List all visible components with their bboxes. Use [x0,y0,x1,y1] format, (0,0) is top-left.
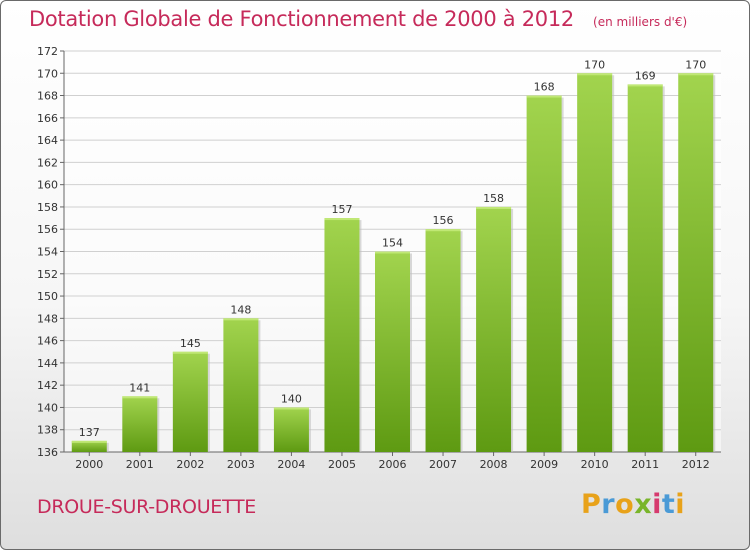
chart-subtitle: (en milliers d'€) [593,15,688,29]
x-tick-label: 2010 [581,458,609,471]
y-tick-label: 170 [37,67,58,80]
chart-title: Dotation Globale de Fonctionnement de 20… [29,7,574,31]
bar [273,407,309,452]
y-tick-label: 154 [37,246,58,259]
data-label: 148 [230,303,251,316]
bar [71,440,107,452]
x-tick-label: 2008 [480,458,508,471]
bar-highlight [627,84,663,87]
data-label: 168 [534,81,555,94]
bar [324,218,360,452]
x-tick-label: 2011 [631,458,659,471]
data-label: 170 [584,58,605,71]
logo-letter: i [652,489,662,520]
y-tick-label: 156 [37,223,58,236]
data-label: 170 [685,58,706,71]
x-tick-label: 2006 [379,458,407,471]
x-tick-label: 2002 [176,458,204,471]
x-tick-label: 2004 [277,458,305,471]
data-label: 158 [483,192,504,205]
x-tick-label: 2005 [328,458,356,471]
y-tick-label: 160 [37,179,58,192]
y-tick-label: 166 [37,112,58,125]
y-tick-label: 146 [37,335,58,348]
y-tick-label: 148 [37,312,58,325]
bar [425,229,461,452]
logo-letter: r [601,489,616,520]
bar [223,318,259,452]
x-tick-label: 2012 [682,458,710,471]
y-tick-label: 136 [37,446,58,459]
y-tick-label: 138 [37,424,58,437]
bar-highlight [526,95,562,98]
bar [172,351,208,452]
commune-name: DROUE-SUR-DROUETTE [37,496,256,518]
data-label: 137 [79,426,100,439]
bar-highlight [71,440,107,443]
logo-letter: x [634,489,653,520]
x-tick-label: 2009 [530,458,558,471]
bar-highlight [476,206,512,209]
x-tick-label: 2003 [227,458,255,471]
logo-letter: i [675,489,686,520]
y-tick-label: 172 [37,45,58,58]
proxiti-logo: Proxiti [581,489,685,520]
bar-highlight [172,351,208,354]
data-label: 169 [635,69,656,82]
data-label: 156 [433,214,454,227]
y-tick-label: 144 [37,357,58,370]
data-label: 145 [180,337,201,350]
bar [476,206,512,452]
bar-highlight [122,396,158,399]
bar [375,251,410,452]
y-tick-label: 152 [37,268,58,281]
bar-highlight [273,407,309,410]
data-label: 141 [129,381,150,394]
y-tick-label: 164 [37,134,58,147]
bar [627,84,663,453]
bar [526,95,562,453]
data-label: 157 [331,203,352,216]
x-tick-label: 2000 [75,458,103,471]
logo-letter: P [581,489,602,520]
x-tick-label: 2007 [429,458,457,471]
logo-letter: o [615,489,635,520]
y-tick-label: 140 [37,401,58,414]
data-label: 140 [281,392,302,405]
y-tick-label: 158 [37,201,58,214]
bar [122,396,158,452]
bar [678,73,714,453]
y-tick-label: 150 [37,290,58,303]
bar-highlight [375,251,410,254]
data-label: 154 [382,237,403,250]
bar-highlight [223,318,259,321]
bar [577,73,613,453]
y-tick-label: 162 [37,156,58,169]
bar-highlight [577,73,613,76]
y-tick-label: 168 [37,90,58,103]
title-row: Dotation Globale de Fonctionnement de 20… [29,7,687,31]
bar-highlight [678,73,714,76]
logo-letter: t [661,489,676,520]
bar-highlight [425,229,461,232]
bar-highlight [324,218,360,221]
y-tick-label: 142 [37,379,58,392]
x-tick-label: 2001 [126,458,154,471]
